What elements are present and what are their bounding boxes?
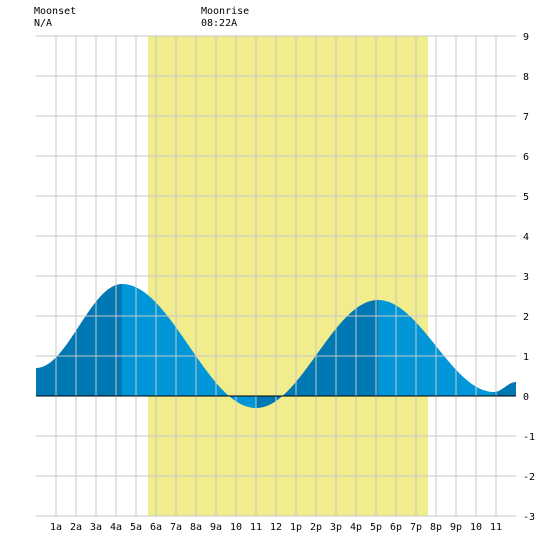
- x-tick-label: 7a: [170, 522, 182, 533]
- tide-area-rising: [494, 382, 516, 396]
- x-tick-label: 6a: [150, 522, 162, 533]
- y-tick-label: -2: [523, 472, 535, 483]
- y-tick-label: 7: [523, 112, 529, 123]
- x-tick-label: 3p: [330, 522, 342, 533]
- y-tick-label: -3: [523, 512, 535, 523]
- y-tick-label: 1: [523, 352, 529, 363]
- y-tick-label: 9: [523, 32, 529, 43]
- x-tick-label: 8a: [190, 522, 202, 533]
- x-tick-label: 7p: [410, 522, 422, 533]
- y-tick-label: 0: [523, 392, 529, 403]
- y-tick-label: 2: [523, 312, 529, 323]
- x-tick-label: 10: [230, 522, 242, 533]
- x-tick-label: 2p: [310, 522, 322, 533]
- moonset-time: N/A: [34, 18, 53, 29]
- x-tick-label: 1p: [290, 522, 302, 533]
- x-tick-label: 6p: [390, 522, 402, 533]
- x-tick-label: 5p: [370, 522, 382, 533]
- moonrise-time: 08:22A: [201, 18, 238, 29]
- x-tick-label: 12: [270, 522, 282, 533]
- x-tick-label: 4a: [110, 522, 122, 533]
- tide-area-rising: [256, 300, 378, 408]
- moonrise-label: Moonrise: [201, 6, 250, 17]
- y-tick-label: 5: [523, 192, 529, 203]
- x-tick-label: 11: [250, 522, 262, 533]
- y-tick-label: 3: [523, 272, 529, 283]
- x-tick-label: 9p: [450, 522, 462, 533]
- x-tick-label: 1a: [50, 522, 62, 533]
- tide-area-rising: [36, 284, 122, 396]
- x-tick-label: 5a: [130, 522, 142, 533]
- moonset-label: Moonset: [34, 6, 77, 17]
- x-tick-label: 3a: [90, 522, 102, 533]
- x-tick-label: 8p: [430, 522, 442, 533]
- x-tick-label: 10: [470, 522, 482, 533]
- y-tick-label: -1: [523, 432, 535, 443]
- y-tick-label: 4: [523, 232, 529, 243]
- x-tick-label: 4p: [350, 522, 362, 533]
- x-tick-label: 11: [490, 522, 502, 533]
- x-tick-label: 2a: [70, 522, 82, 533]
- x-tick-label: 9a: [210, 522, 222, 533]
- y-tick-label: 8: [523, 72, 529, 83]
- y-tick-label: 6: [523, 152, 529, 163]
